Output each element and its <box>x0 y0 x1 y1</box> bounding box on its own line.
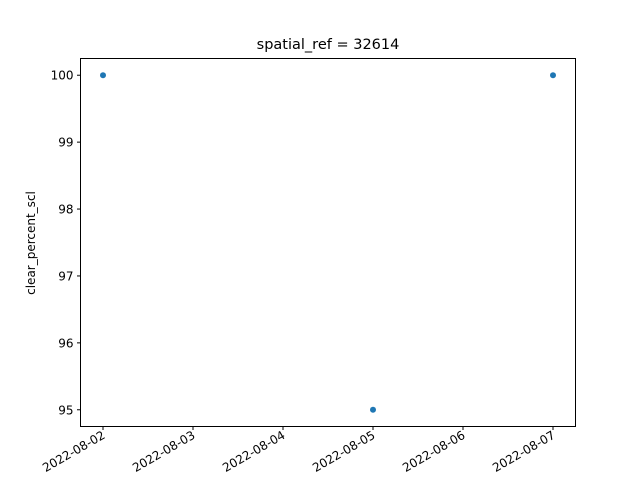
y-tick-label: 96 <box>58 336 73 350</box>
data-point <box>100 72 106 79</box>
data-points <box>100 72 556 413</box>
y-axis: 95 96 97 98 99 100 <box>51 69 81 417</box>
y-tick-label: 99 <box>58 136 73 150</box>
plot-area-frame <box>80 58 576 427</box>
y-axis-label: clear_percent_scl <box>24 191 38 295</box>
y-tick-label: 97 <box>58 269 73 283</box>
y-tick-label: 100 <box>51 69 74 83</box>
y-tick-label: 98 <box>58 203 73 217</box>
chart-title: spatial_ref = 32614 <box>257 37 400 53</box>
data-point <box>370 406 376 413</box>
y-tick-label: 95 <box>58 403 73 417</box>
data-point <box>550 72 556 79</box>
